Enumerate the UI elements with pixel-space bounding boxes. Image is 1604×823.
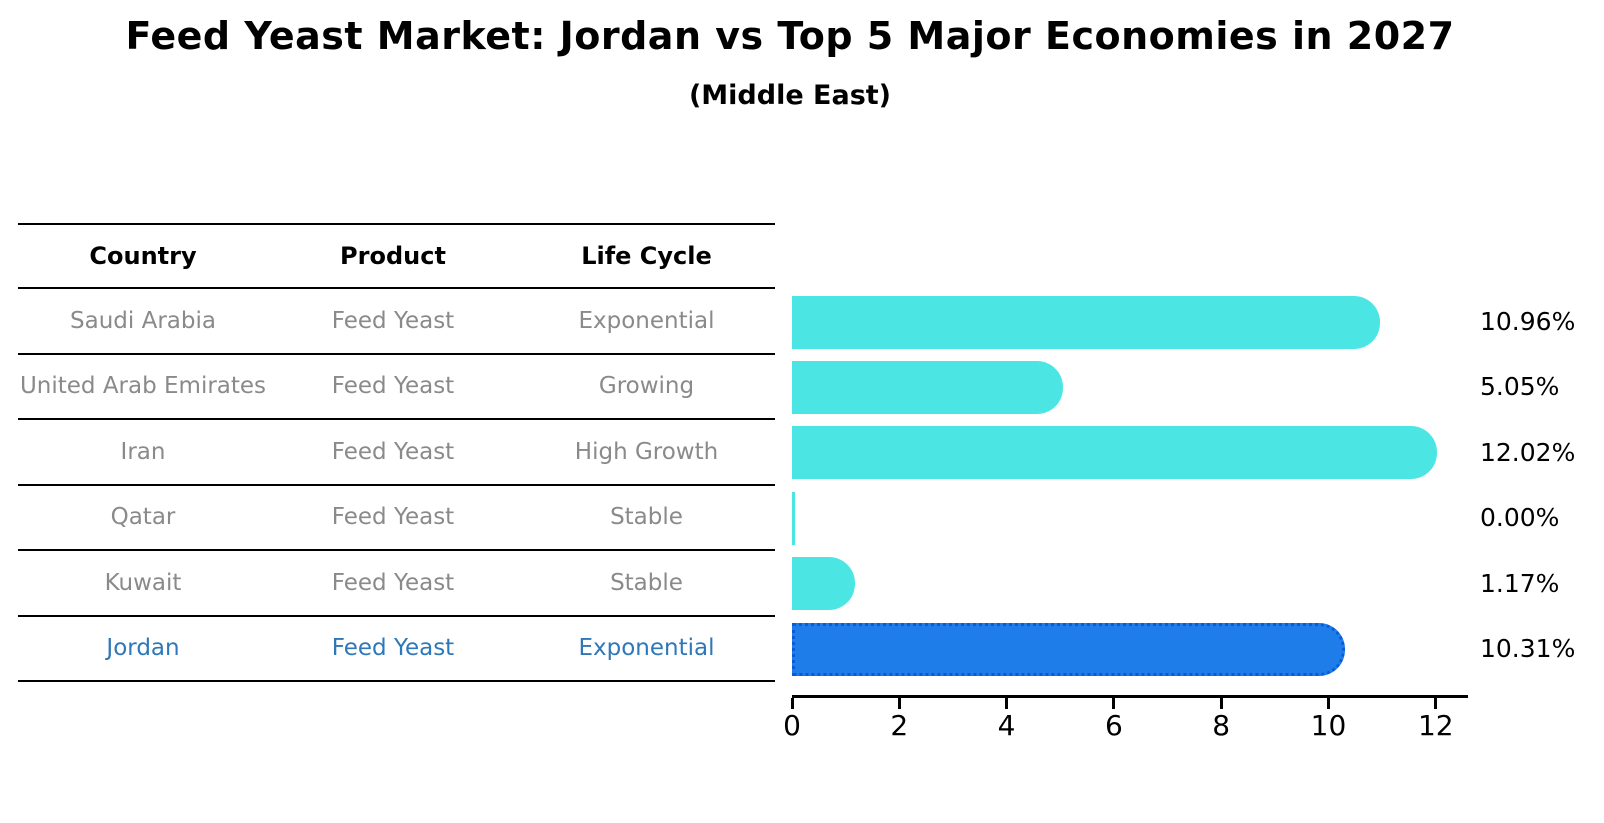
table-row-jordan: Jordan Feed Yeast Exponential (18, 617, 775, 682)
cell-product: Feed Yeast (331, 635, 455, 662)
bar-iran (792, 426, 1437, 480)
cell-lifecycle: Exponential (578, 307, 715, 334)
column-header-country: Country (89, 242, 197, 270)
cell-country: Iran (120, 438, 166, 465)
cell-product: Feed Yeast (331, 307, 455, 334)
table-row-kuwait: Kuwait Feed Yeast Stable (18, 551, 775, 617)
cell-product: Feed Yeast (331, 569, 455, 596)
cell-lifecycle: Stable (610, 504, 683, 531)
column-header-lifecycle: Life Cycle (581, 242, 712, 270)
table-row-saudi-arabia: Saudi Arabia Feed Yeast Exponential (18, 289, 775, 355)
cell-country: Kuwait (104, 569, 182, 596)
bar-qatar (792, 491, 795, 545)
value-label-united-arab-emirates: 5.05% (1480, 372, 1560, 402)
x-tick-label-10: 10 (1310, 709, 1347, 742)
x-tick-label-0: 0 (783, 709, 801, 742)
cell-country: Jordan (106, 635, 180, 662)
x-axis-line (792, 695, 1468, 698)
cell-lifecycle: Exponential (578, 635, 715, 662)
cell-lifecycle: High Growth (574, 438, 719, 465)
cell-country: Qatar (110, 504, 176, 531)
x-tick-10 (1327, 698, 1330, 709)
table-row-iran: Iran Feed Yeast High Growth (18, 420, 775, 486)
x-tick-12 (1434, 698, 1438, 709)
bar-chart: 0 2 4 6 8 10 12 (783, 289, 1468, 759)
x-tick-4 (1005, 698, 1009, 709)
cell-country: Saudi Arabia (70, 307, 216, 334)
table-header-row: Country Product Life Cycle (18, 223, 775, 289)
table-row-qatar: Qatar Feed Yeast Stable (18, 486, 775, 551)
x-tick-label-8: 8 (1212, 709, 1231, 742)
x-tick-label-12: 12 (1417, 709, 1454, 742)
x-tick-label-2: 2 (890, 709, 909, 742)
cell-product: Feed Yeast (331, 504, 455, 531)
value-label-jordan: 10.31% (1480, 634, 1576, 663)
table-row-united-arab-emirates: United Arab Emirates Feed Yeast Growing (18, 355, 775, 420)
value-label-kuwait: 1.17% (1480, 568, 1560, 598)
x-tick-6 (1112, 698, 1116, 709)
bar-jordan (792, 622, 1346, 676)
chart-title: Feed Yeast Market: Jordan vs Top 5 Major… (125, 14, 1455, 58)
cell-lifecycle: Stable (610, 569, 683, 596)
cell-product: Feed Yeast (331, 438, 455, 465)
cell-lifecycle: Growing (598, 373, 695, 400)
value-label-iran: 12.02% (1480, 437, 1576, 467)
value-label-saudi-arabia: 10.96% (1480, 307, 1576, 336)
x-tick-label-6: 6 (1104, 709, 1123, 742)
bar-kuwait (792, 557, 855, 611)
cell-product: Feed Yeast (331, 373, 455, 400)
cell-country: United Arab Emirates (19, 373, 267, 400)
x-tick-8 (1219, 698, 1223, 709)
x-tick-0 (790, 698, 794, 709)
value-label-qatar: 0.00% (1480, 503, 1560, 533)
table-body: Saudi Arabia Feed Yeast Exponential Unit… (18, 289, 775, 682)
chart-subtitle: (Middle East) (688, 80, 892, 111)
x-tick-2 (897, 698, 901, 709)
bar-united-arab-emirates (792, 360, 1063, 414)
column-header-product: Product (340, 242, 446, 270)
country-table: Country Product Life Cycle Saudi Arabia … (18, 223, 775, 682)
x-tick-label-4: 4 (997, 709, 1016, 742)
bar-saudi-arabia (792, 295, 1380, 349)
